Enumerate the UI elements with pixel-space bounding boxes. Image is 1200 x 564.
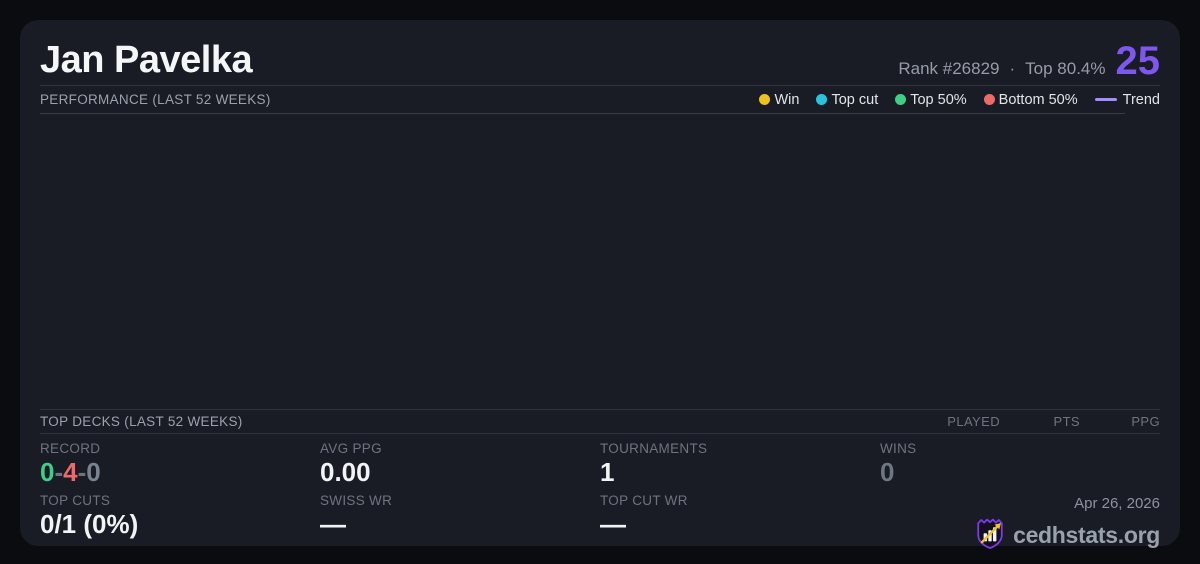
stat-label: TOP CUT WR (600, 493, 688, 508)
stat-top-cut-wr: TOP CUT WR — (600, 493, 880, 545)
stat-tournaments: TOURNAMENTS 1 (600, 441, 880, 493)
performance-header-bar: PERFORMANCE (LAST 52 WEEKS) Win Top cut … (40, 86, 1160, 113)
top-decks-header-bar: TOP DECKS (LAST 52 WEEKS) PLAYED PTS PPG (40, 409, 1160, 434)
record-value: 0-4-0 (40, 459, 320, 485)
summary-stats-grid: RECORD 0-4-0 AVG PPG 0.00 TOURNAMENTS 1 … (40, 434, 1160, 549)
column-header-played: PLAYED (947, 414, 1000, 429)
rank-separator: · (1009, 59, 1016, 78)
record-draws: 0 (86, 457, 101, 487)
legend-item-bottom-50: Bottom 50% (983, 91, 1078, 108)
legend-label: Top 50% (910, 91, 967, 108)
stat-record: RECORD 0-4-0 (40, 441, 320, 493)
stat-label: TOP CUTS (40, 493, 111, 508)
report-date: Apr 26, 2026 (1074, 495, 1160, 512)
stat-wins: WINS 0 (880, 441, 1160, 493)
legend-label: Trend (1122, 91, 1160, 108)
legend-item-win: Win (759, 92, 799, 108)
top-decks-section-title: TOP DECKS (LAST 52 WEEKS) (40, 414, 243, 429)
legend-label: Bottom 50% (998, 91, 1078, 108)
stat-label: WINS (880, 441, 917, 456)
column-header-ppg: PPG (1131, 414, 1160, 429)
record-separator: - (77, 457, 87, 487)
chart-legend: Win Top cut Top 50% Bottom 50% Trend (759, 92, 1160, 108)
brand-row[interactable]: cedhstats.org (880, 517, 1160, 554)
legend-item-top-50: Top 50% (895, 91, 967, 108)
win-dot-icon (759, 94, 771, 105)
stat-avg-ppg: AVG PPG 0.00 (320, 441, 600, 493)
legend-item-top-cut: Top cut (816, 92, 878, 108)
tournaments-value: 1 (600, 457, 615, 487)
rank-group: Rank #26829 · Top 80.4% 25 (898, 39, 1161, 83)
legend-label: Top cut (831, 91, 879, 108)
stat-label: SWISS WR (320, 493, 393, 508)
cedhstats-logo-icon (975, 517, 1005, 554)
performance-section-title: PERFORMANCE (LAST 52 WEEKS) (40, 92, 271, 107)
brand-name[interactable]: cedhstats.org (1013, 522, 1160, 548)
performance-chart-area (40, 113, 1125, 409)
player-name: Jan Pavelka (40, 39, 253, 81)
stat-swiss-wr: SWISS WR — (320, 493, 600, 545)
top-cut-dot-icon (816, 94, 828, 105)
card-footer: Apr 26, 2026 cedhstats.org (880, 493, 1160, 549)
trend-line-icon (1094, 98, 1117, 101)
top-50-dot-icon (895, 94, 907, 105)
player-stats-card: Jan Pavelka Rank #26829 · Top 80.4% 25 P… (20, 20, 1180, 549)
stat-label: TOURNAMENTS (600, 441, 708, 456)
top-decks-column-headers: PLAYED PTS PPG (920, 414, 1160, 429)
avg-ppg-value: 0.00 (320, 457, 371, 487)
column-header-pts: PTS (1053, 414, 1080, 429)
player-score: 25 (1115, 39, 1161, 83)
stat-label: RECORD (40, 441, 101, 456)
swiss-wr-value: — (320, 509, 346, 539)
record-separator: - (54, 457, 64, 487)
stat-label: AVG PPG (320, 441, 382, 456)
legend-item-trend: Trend (1094, 91, 1160, 108)
wins-value: 0 (880, 457, 895, 487)
record-losses: 4 (63, 457, 78, 487)
bottom-50-dot-icon (983, 94, 995, 105)
legend-label: Win (774, 91, 800, 108)
top-cut-wr-value: — (600, 509, 626, 539)
stat-top-cuts: TOP CUTS 0/1 (0%) (40, 493, 320, 545)
top-percent-label: Top 80.4% (1025, 59, 1106, 78)
record-wins: 0 (40, 457, 55, 487)
top-cuts-value: 0/1 (0%) (40, 509, 139, 539)
rank-label: Rank #26829 (898, 59, 1000, 78)
card-header: Jan Pavelka Rank #26829 · Top 80.4% 25 (40, 20, 1160, 86)
